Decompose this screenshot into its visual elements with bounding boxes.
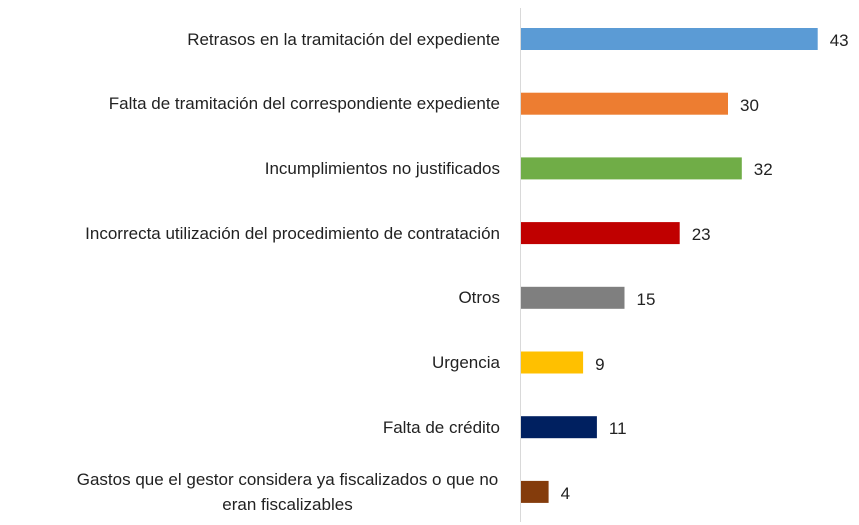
bar [521,416,597,439]
value-label: 30 [740,95,759,115]
category-label: Incumplimientos no justificados [0,138,500,198]
category-label: Retrasos en la tramitación del expedient… [0,9,500,69]
category-text: Urgencia [431,353,500,372]
value-label: 4 [560,483,571,503]
bar [521,28,818,50]
category-text: Falta de tramitación del correspondiente… [108,94,500,114]
value-label: 43 [829,31,849,50]
value-label: 11 [608,419,627,439]
category-text: Gastos que el gestor considera ya fiscal… [76,469,499,514]
value-label: 23 [691,225,711,245]
category-label: Falta de crédito [0,397,500,457]
bar [521,157,742,180]
bar [521,222,680,245]
bar [521,92,728,115]
category-label: Incorrecta utilización del procedimiento… [0,203,500,263]
bar [521,351,584,374]
bar [521,480,549,503]
category-label: Falta de tramitación del correspondiente… [0,74,500,134]
category-text: Incumplimientos no justificados [264,158,500,178]
category-text: Retrasos en la tramitación del expedient… [187,29,500,49]
category-label: Urgencia [0,333,500,393]
bar [521,286,625,309]
category-text: Incorrecta utilización del procedimiento… [85,223,500,243]
category-text: Falta de crédito [382,417,500,437]
category-label: Otros [0,268,500,328]
category-label: Gastos que el gestor considera ya fiscal… [0,462,500,522]
value-label: 9 [595,354,605,374]
category-text: Otros [458,288,500,308]
value-label: 32 [753,160,773,180]
value-label: 15 [636,289,656,309]
